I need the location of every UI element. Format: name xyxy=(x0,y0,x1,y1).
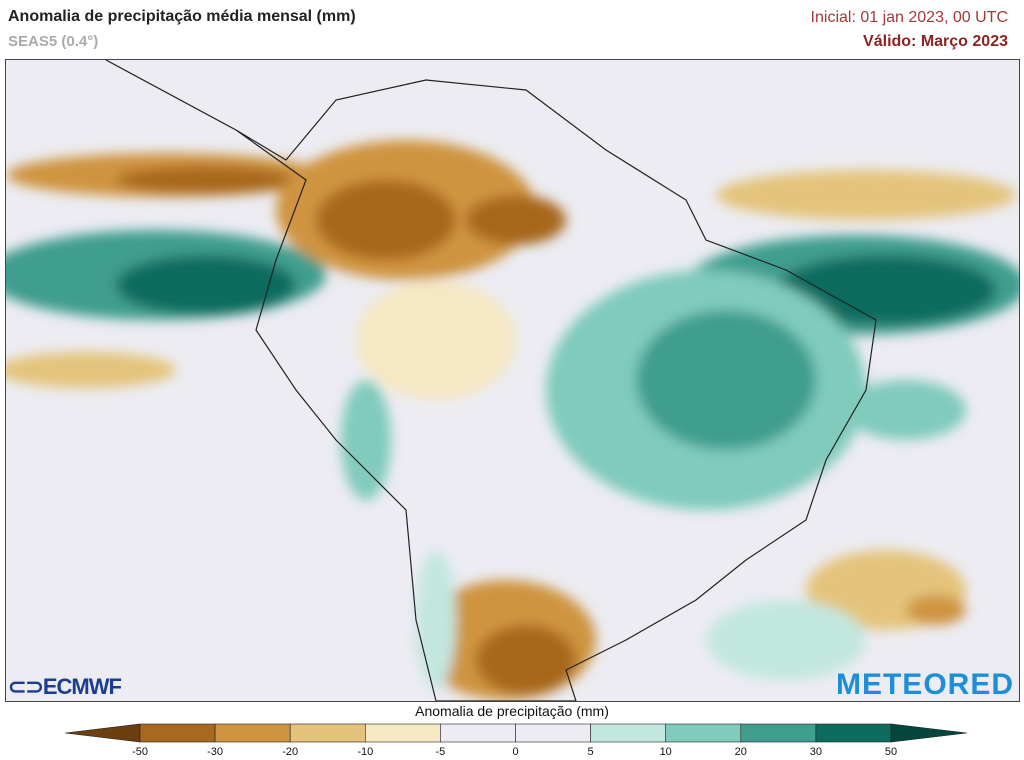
colorbar-segment xyxy=(740,723,817,743)
anomaly-area xyxy=(341,380,391,500)
anomaly-area xyxy=(316,180,456,260)
colorbar-tick: -10 xyxy=(357,746,374,758)
anomaly-area xyxy=(356,280,516,400)
ecmwf-logo: ⊂⊃ECMWF xyxy=(8,674,122,699)
colorbar-tick: -20 xyxy=(282,746,299,758)
continent-outline xyxy=(105,60,877,701)
anomaly-area xyxy=(476,625,576,695)
colorbar xyxy=(64,723,968,743)
colorbar-min-arrow xyxy=(64,723,141,743)
colorbar-segment xyxy=(815,723,892,743)
colorbar-tick: 5 xyxy=(587,746,594,758)
colorbar-segment xyxy=(440,723,516,743)
colorbar-tick: -30 xyxy=(207,746,224,758)
anomaly-area xyxy=(466,195,566,245)
colorbar-tick: -50 xyxy=(132,746,148,758)
colorbar-label: Anomalia de precipitação (mm) xyxy=(415,703,609,719)
precipitation-anomaly-map xyxy=(5,59,1020,702)
colorbar-tick: 30 xyxy=(809,746,823,758)
colorbar-segment xyxy=(364,723,441,743)
anomaly-area xyxy=(116,255,296,315)
colorbar-tick: -5 xyxy=(435,746,446,758)
colorbar-tick: 20 xyxy=(734,746,747,758)
anomaly-area xyxy=(6,352,176,388)
colorbar-segment xyxy=(665,723,742,743)
meteored-logo: METEORED xyxy=(835,668,1014,701)
anomaly-area xyxy=(716,170,1016,220)
colorbar-segment xyxy=(515,723,591,743)
map-title: Anomalia de precipitação média mensal (m… xyxy=(8,8,356,25)
anomaly-area xyxy=(116,166,296,194)
colorbar-segment xyxy=(139,723,216,743)
initial-date: Inicial: 01 jan 2023, 00 UTC xyxy=(810,9,1008,26)
valid-date: Válido: Março 2023 xyxy=(863,33,1008,50)
anomaly-area xyxy=(636,310,816,450)
anomaly-area xyxy=(846,380,966,440)
colorbar-max-arrow xyxy=(890,723,968,743)
anomaly-area xyxy=(776,255,996,325)
anomaly-area xyxy=(706,600,866,680)
model-label: SEAS5 (0.4°) xyxy=(8,33,99,50)
colorbar-tick: 50 xyxy=(884,746,898,758)
colorbar-segment xyxy=(214,723,291,743)
colorbar-tick: 0 xyxy=(512,746,519,758)
colorbar-tick: 10 xyxy=(659,746,672,758)
anomaly-area xyxy=(416,550,456,690)
colorbar-segment xyxy=(289,723,366,743)
colorbar-segment xyxy=(590,723,666,743)
anomaly-area xyxy=(906,595,966,625)
